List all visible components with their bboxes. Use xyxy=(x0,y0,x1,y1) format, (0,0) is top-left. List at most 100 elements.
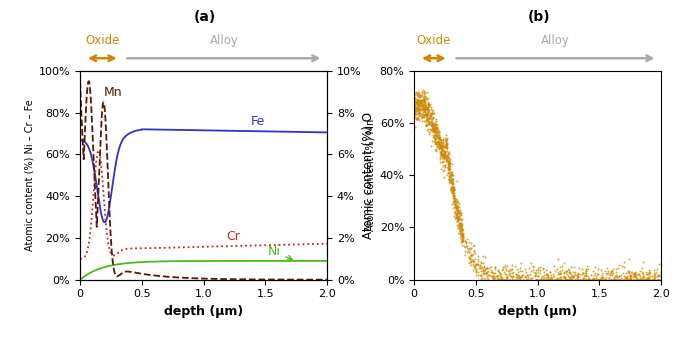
Point xyxy=(495,273,506,278)
Point xyxy=(416,90,427,96)
Point xyxy=(419,112,430,118)
Point xyxy=(589,276,600,281)
Point xyxy=(441,145,452,150)
Point xyxy=(586,276,597,282)
Point xyxy=(629,274,640,280)
Point xyxy=(459,238,470,244)
Point xyxy=(443,167,454,172)
Point xyxy=(501,273,512,278)
Point xyxy=(643,268,654,273)
Point xyxy=(608,277,619,282)
Point xyxy=(420,103,431,108)
Point xyxy=(436,148,448,153)
Point xyxy=(640,276,651,281)
Point xyxy=(608,271,619,276)
Point xyxy=(587,277,598,282)
Point xyxy=(454,226,465,231)
Point xyxy=(438,148,449,154)
Point xyxy=(624,273,635,278)
Point xyxy=(415,99,426,104)
Point xyxy=(413,101,425,107)
Point xyxy=(599,269,610,274)
Point xyxy=(543,274,554,279)
Point xyxy=(562,277,574,282)
Point xyxy=(457,228,468,233)
Point xyxy=(606,277,617,282)
Point xyxy=(615,272,626,278)
Point xyxy=(480,254,491,259)
Point xyxy=(448,214,459,219)
Point xyxy=(434,143,445,148)
Point xyxy=(462,249,473,255)
Point xyxy=(422,95,433,100)
Point xyxy=(452,209,463,214)
Point xyxy=(478,263,489,269)
Point xyxy=(419,102,430,107)
Point xyxy=(630,269,641,275)
Point xyxy=(445,173,457,179)
Point xyxy=(606,277,617,282)
Point xyxy=(411,90,422,96)
Point xyxy=(607,268,618,273)
Point xyxy=(464,255,475,260)
Point xyxy=(482,265,493,270)
Point xyxy=(416,102,427,108)
Point xyxy=(445,184,457,190)
Point xyxy=(453,207,464,212)
Point xyxy=(473,266,484,271)
Point xyxy=(461,245,473,251)
Point xyxy=(452,205,463,210)
Point xyxy=(512,269,523,274)
Point xyxy=(559,260,570,266)
Point xyxy=(455,217,466,222)
Point xyxy=(607,277,618,282)
Point xyxy=(625,270,636,275)
Point xyxy=(651,266,663,272)
Point xyxy=(566,277,577,282)
Point xyxy=(652,272,663,278)
Point xyxy=(585,277,596,282)
Point xyxy=(454,228,466,234)
Point xyxy=(438,147,449,153)
Point xyxy=(496,268,507,273)
Point xyxy=(473,272,484,278)
Point xyxy=(475,273,487,279)
Point xyxy=(647,277,658,282)
Point xyxy=(560,277,571,282)
Point xyxy=(448,193,459,198)
Point xyxy=(517,272,528,278)
Point xyxy=(580,267,592,272)
Point xyxy=(448,202,459,207)
Point xyxy=(455,216,466,222)
Point xyxy=(552,277,563,282)
Point xyxy=(446,179,457,185)
Text: Ni: Ni xyxy=(268,245,292,260)
Point xyxy=(469,256,480,262)
Point xyxy=(450,201,461,206)
Point xyxy=(538,269,549,274)
Point xyxy=(452,218,463,224)
Point xyxy=(438,151,449,156)
Point xyxy=(557,274,568,279)
Point xyxy=(510,275,521,280)
Point xyxy=(436,152,447,157)
Point xyxy=(553,275,564,280)
Point xyxy=(636,276,647,281)
Point xyxy=(455,222,466,228)
Point xyxy=(631,277,642,282)
Point xyxy=(434,156,445,162)
Point xyxy=(427,127,438,132)
Point xyxy=(420,107,431,112)
Point xyxy=(437,151,448,157)
Point xyxy=(436,147,448,152)
Point xyxy=(493,277,504,282)
Point xyxy=(429,141,441,147)
Point xyxy=(438,137,449,142)
Point xyxy=(647,277,658,282)
Point xyxy=(441,155,452,160)
Point xyxy=(468,251,479,257)
Point xyxy=(537,277,548,282)
Point xyxy=(424,119,435,124)
Point xyxy=(489,270,500,276)
Point xyxy=(612,277,623,282)
